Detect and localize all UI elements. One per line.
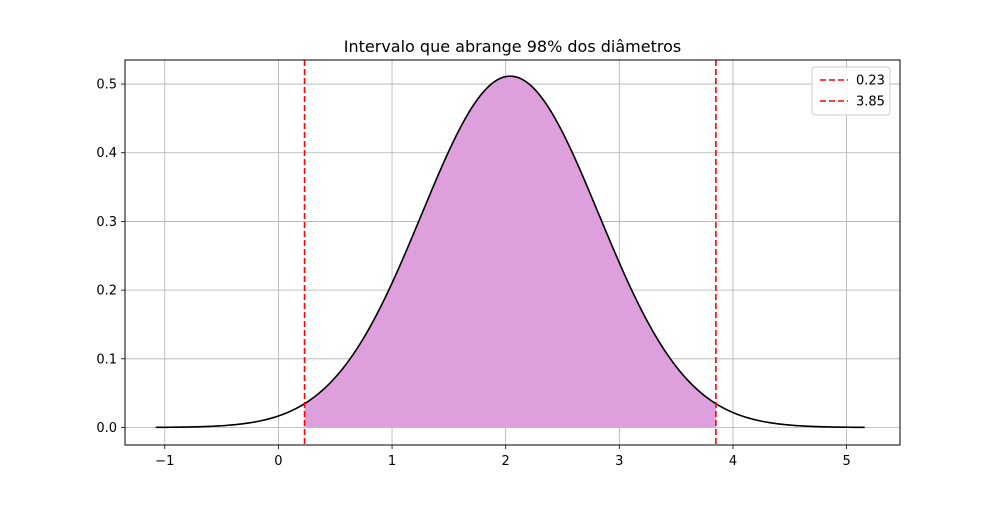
density-curve: [155, 75, 865, 429]
legend-box: [811, 66, 891, 116]
chart-title: Intervalo que abrange 98% dos diâmetros: [344, 37, 681, 56]
x-tick-label: 2: [502, 454, 510, 469]
axis-ticks: −1 0 1 2 3 4 5 0.0 0.1 0.2 0.3 0.4 0.5: [96, 78, 850, 469]
plot-frame: [124, 59, 901, 446]
legend-label-3.85: 3.85: [856, 95, 885, 110]
x-tick-label: 4: [729, 454, 737, 469]
y-tick-label: 0.0: [96, 421, 117, 436]
y-tick-label: 0.3: [96, 215, 117, 230]
legend: 0.23 3.85: [811, 66, 891, 116]
x-tick-label: −1: [155, 454, 174, 469]
y-tick-label: 0.5: [96, 78, 117, 93]
x-tick-label: 3: [615, 454, 623, 469]
x-tick-label: 5: [842, 454, 850, 469]
interval-lines: [303, 60, 717, 445]
legend-label-0.23: 0.23: [856, 74, 885, 89]
x-tick-label: 0: [274, 454, 282, 469]
shaded-interval-area: [304, 76, 716, 428]
y-tick-label: 0.1: [96, 352, 117, 367]
x-tick-label: 1: [388, 454, 396, 469]
y-tick-label: 0.4: [96, 146, 117, 161]
y-tick-label: 0.2: [96, 284, 117, 299]
